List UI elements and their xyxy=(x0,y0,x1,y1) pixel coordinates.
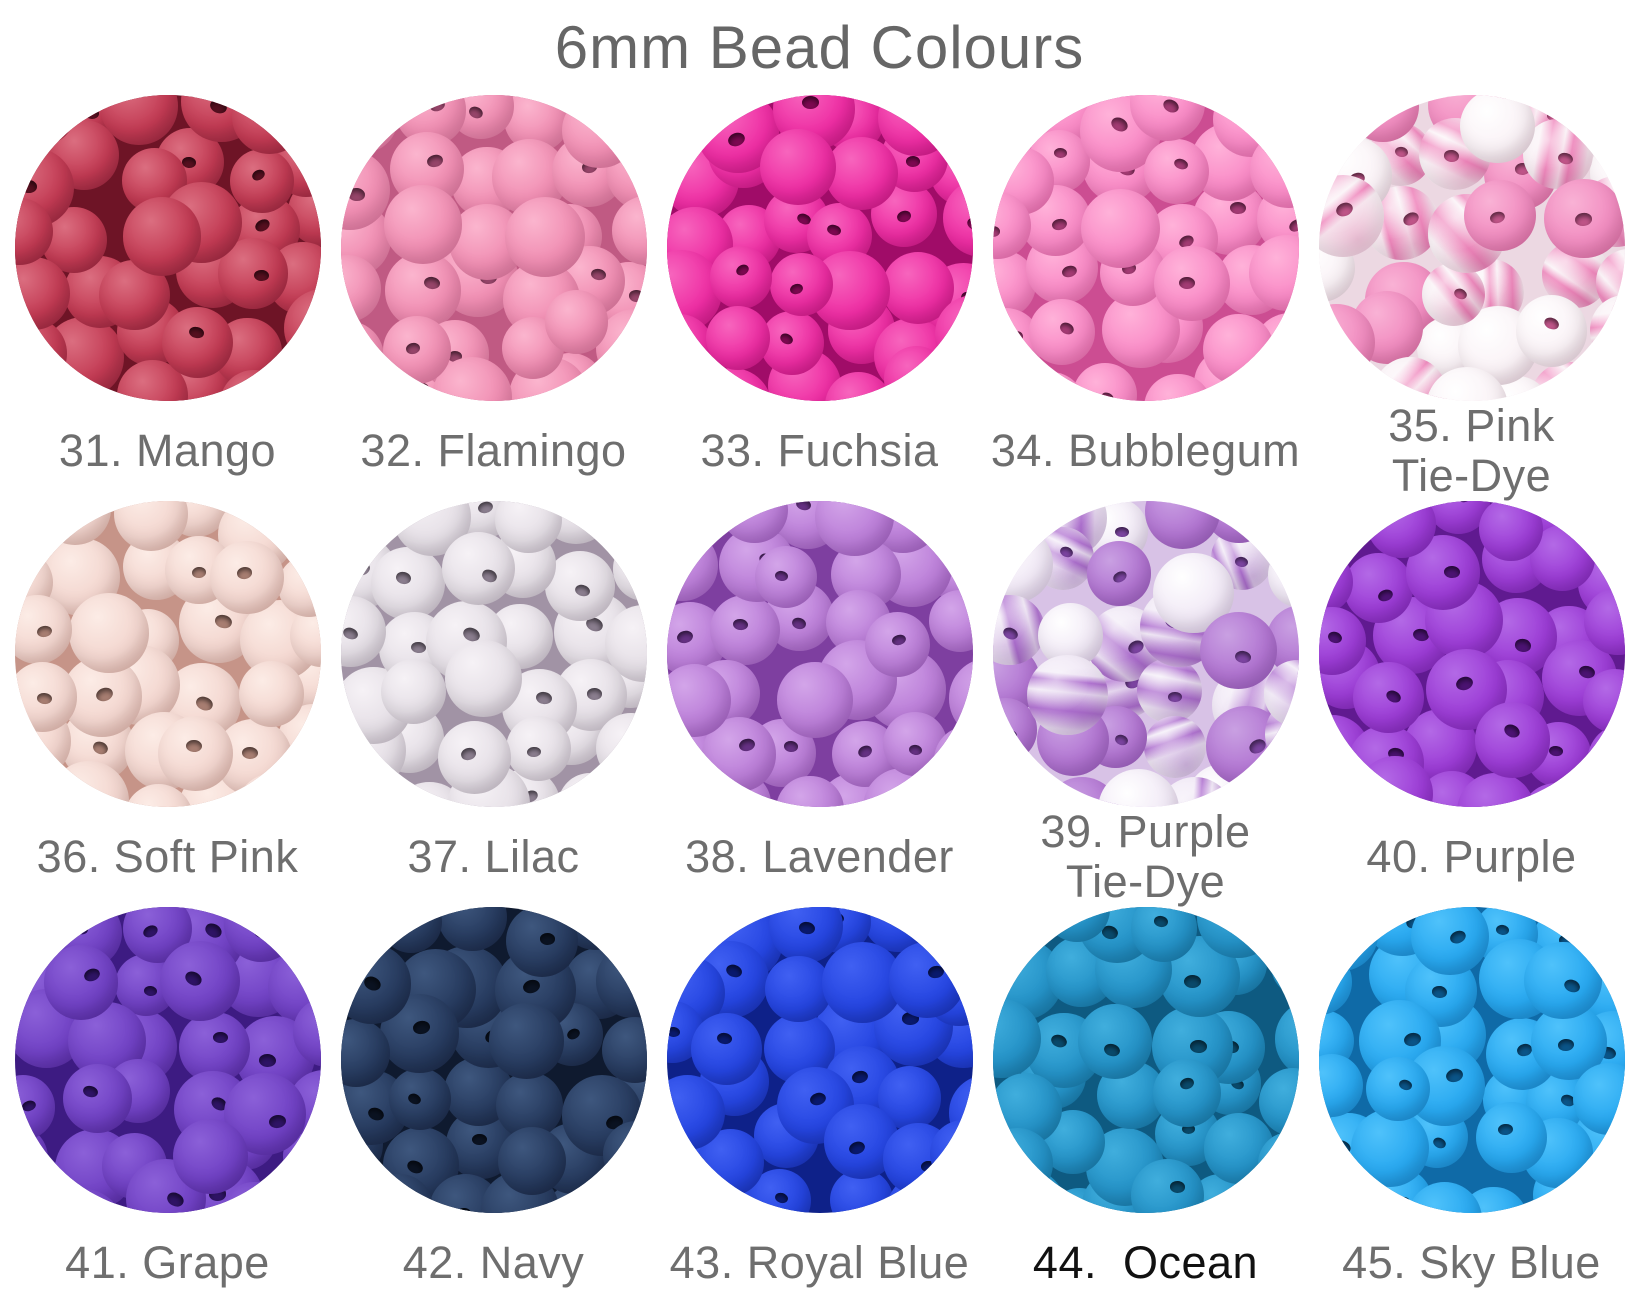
page-title: 6mm Bead Colours xyxy=(554,14,1085,81)
swatch-cell-soft-pink: 36. Soft Pink xyxy=(14,501,321,907)
swatch-cell-fuchsia: 33. Fuchsia xyxy=(666,95,973,501)
swatch-cell-navy: 42. Navy xyxy=(340,907,647,1313)
swatch-cell-bubblegum: 34. Bubblegum xyxy=(990,95,1301,501)
swatch-label-fuchsia: 33. Fuchsia xyxy=(700,424,939,476)
swatch-cell-sky-blue: 45. Sky Blue xyxy=(1318,907,1625,1313)
bead-photo-sky-blue xyxy=(1318,907,1625,1213)
bead-photo-lavender xyxy=(666,501,973,807)
bead-photo-flamingo xyxy=(340,95,647,401)
bead-photo-bubblegum xyxy=(992,95,1299,401)
swatch-label-bubblegum: 34. Bubblegum xyxy=(990,424,1301,476)
swatch-label-flamingo: 32. Flamingo xyxy=(360,424,627,476)
swatch-cell-royal-blue: 43. Royal Blue xyxy=(666,907,973,1313)
swatch-label-royal-blue: 43. Royal Blue xyxy=(669,1236,970,1288)
swatch-label-sky-blue: 45. Sky Blue xyxy=(1342,1236,1601,1288)
bead-photo-navy xyxy=(340,907,647,1213)
bead-photo-pink-tie-dye xyxy=(1318,95,1625,401)
swatch-label-grape: 41. Grape xyxy=(65,1236,270,1288)
bead-photo-royal-blue xyxy=(666,907,973,1213)
swatch-label-purple-tie-dye: 39. Purple Tie-Dye xyxy=(1040,805,1251,907)
swatch-cell-grape: 41. Grape xyxy=(14,907,321,1313)
swatch-label-soft-pink: 36. Soft Pink xyxy=(36,830,299,882)
bead-photo-fuchsia xyxy=(666,95,973,401)
bead-photo-purple xyxy=(1318,501,1625,807)
bead-photo-ocean xyxy=(992,907,1299,1213)
swatch-label-lavender: 38. Lavender xyxy=(685,830,954,882)
swatch-label-mango: 31. Mango xyxy=(58,424,277,476)
swatch-label-ocean: 44. Ocean xyxy=(1032,1236,1259,1288)
bead-photo-lilac xyxy=(340,501,647,807)
swatch-cell-flamingo: 32. Flamingo xyxy=(340,95,647,501)
bead-photo-soft-pink xyxy=(14,501,321,807)
swatch-cell-lavender: 38. Lavender xyxy=(666,501,973,907)
bead-photo-mango xyxy=(14,95,321,401)
bead-colour-grid: 31. Mango 32. Flamingo 33. Fuchsia 34. B… xyxy=(0,95,1639,1313)
swatch-cell-pink-tie-dye: 35. Pink Tie-Dye xyxy=(1318,95,1625,501)
bead-photo-grape xyxy=(14,907,321,1213)
swatch-label-lilac: 37. Lilac xyxy=(407,830,580,882)
swatch-cell-purple: 40. Purple xyxy=(1318,501,1625,907)
swatch-label-navy: 42. Navy xyxy=(402,1236,585,1288)
swatch-cell-lilac: 37. Lilac xyxy=(340,501,647,907)
swatch-cell-mango: 31. Mango xyxy=(14,95,321,501)
bead-photo-purple-tie-dye xyxy=(992,501,1299,807)
swatch-cell-purple-tie-dye: 39. Purple Tie-Dye xyxy=(992,501,1299,907)
swatch-cell-ocean: 44. Ocean xyxy=(992,907,1299,1313)
swatch-label-pink-tie-dye: 35. Pink Tie-Dye xyxy=(1388,399,1555,501)
swatch-label-purple: 40. Purple xyxy=(1366,830,1577,882)
